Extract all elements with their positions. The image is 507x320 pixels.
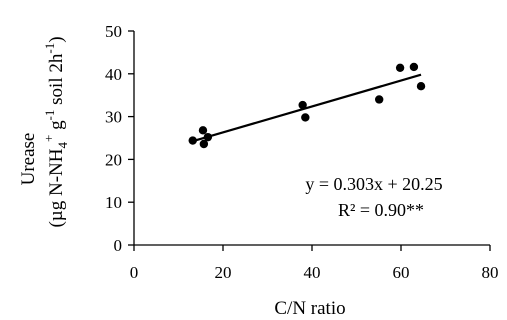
- y-tick-label: 50: [105, 22, 122, 41]
- data-point: [298, 100, 307, 110]
- y-ticks: 0 10 20 30 40 50: [105, 22, 134, 255]
- data-point: [395, 63, 405, 73]
- data-points: [188, 62, 426, 149]
- y-tick-label: 10: [105, 193, 122, 212]
- regression-equation: y = 0.303x + 20.25: [305, 174, 442, 194]
- x-tick-label: 0: [130, 263, 139, 282]
- y-tick-label: 0: [114, 236, 123, 255]
- x-tick-label: 40: [304, 263, 321, 282]
- y-axis-title-line1: Urease: [18, 133, 39, 186]
- y-axis-title-line2: (µg N-NH4+ g-1 soil 2h-1): [41, 36, 70, 227]
- trendline-group: [192, 73, 422, 143]
- y-tick-label: 30: [105, 108, 122, 127]
- data-point: [188, 136, 197, 145]
- y-axis-title: Urease (µg N-NH4+ g-1 soil 2h-1): [18, 36, 70, 227]
- data-point: [409, 62, 419, 72]
- x-ticks: 0 20 40 60 80: [130, 245, 499, 282]
- x-tick-label: 60: [393, 263, 410, 282]
- x-tick-label: 20: [215, 263, 232, 282]
- r-squared-label: R² = 0.90**: [338, 200, 424, 220]
- y-tick-label: 40: [105, 65, 122, 84]
- data-point: [203, 132, 213, 142]
- data-point: [199, 139, 209, 149]
- data-point: [416, 82, 426, 91]
- axes: [133, 31, 490, 246]
- trendline: [192, 73, 422, 143]
- data-point: [198, 126, 208, 135]
- data-point: [301, 113, 310, 122]
- x-tick-label: 80: [482, 263, 499, 282]
- x-axis-title: C/N ratio: [274, 298, 345, 319]
- data-point: [374, 95, 384, 104]
- y-tick-label: 20: [105, 150, 122, 169]
